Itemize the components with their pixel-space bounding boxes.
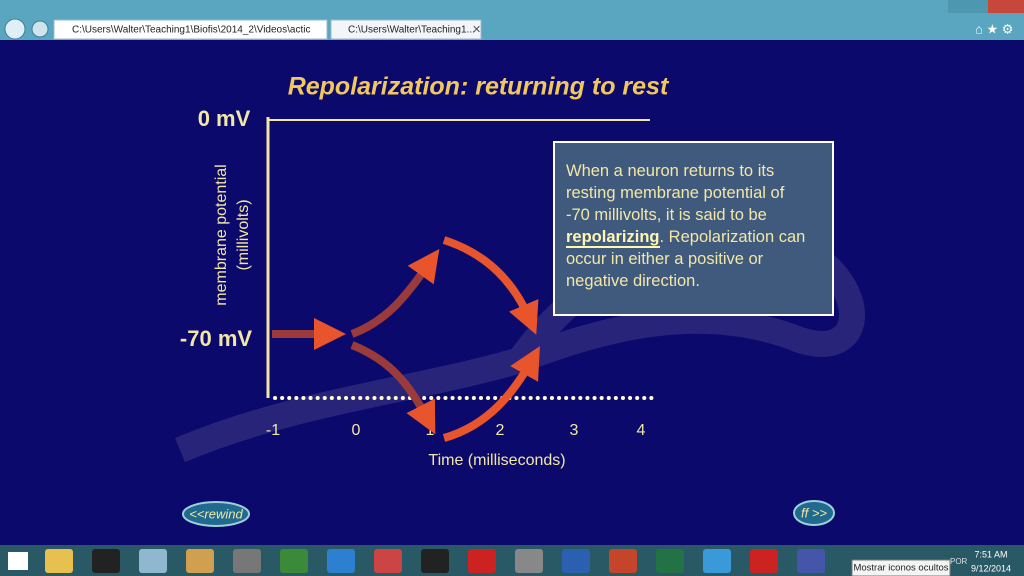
rewind-button[interactable] <box>182 501 250 527</box>
x-axis-title: Time (milliseconds) <box>428 452 565 469</box>
back-button[interactable] <box>4 18 26 40</box>
close[interactable] <box>988 0 1024 13</box>
clock-time: 7:51 AM <box>974 549 1007 559</box>
address-text: C:\Users\Walter\Teaching1\Biofis\2014_2\… <box>72 25 310 36</box>
info-line: resting membrane potential of <box>566 184 785 202</box>
restore[interactable] <box>968 0 988 13</box>
arrow <box>442 346 540 442</box>
start-button[interactable] <box>8 552 28 570</box>
ff-text[interactable]: ff >> <box>801 505 827 520</box>
taskbar-app[interactable] <box>703 549 731 573</box>
x-tick-label: 0 <box>352 422 361 439</box>
arrow <box>442 236 539 335</box>
lang: POR <box>950 557 968 566</box>
taskbar-app[interactable] <box>280 549 308 573</box>
taskbar-app[interactable] <box>92 549 120 573</box>
taskbar-app[interactable] <box>562 549 590 573</box>
x-tick-label: 1 <box>426 422 435 439</box>
info-line: When a neuron returns to its <box>566 162 775 180</box>
info-text: When a neuron returns to its resting mem… <box>566 160 832 292</box>
taskbar-app[interactable] <box>515 549 543 573</box>
x-tick-label: -1 <box>266 422 280 439</box>
rest-label: -70 mV <box>180 326 252 351</box>
taskbar-app[interactable] <box>233 549 261 573</box>
x-tick-label: 3 <box>570 422 579 439</box>
address-bar[interactable] <box>53 19 328 40</box>
tooltip-text: Mostrar iconos ocultos <box>853 563 948 574</box>
rewind-text[interactable]: <<rewind <box>189 506 243 521</box>
minimize[interactable] <box>948 0 968 13</box>
forward-button[interactable] <box>31 20 49 38</box>
toolbar-icons[interactable]: ⌂ ★ ⚙ <box>975 21 1013 36</box>
slide-title: Repolarization: returning to rest <box>288 73 670 101</box>
tab[interactable] <box>330 19 482 40</box>
taskbar-app[interactable] <box>797 549 825 573</box>
taskbar-app[interactable] <box>468 549 496 573</box>
tooltip <box>851 559 951 576</box>
clock-date: 9/12/2014 <box>971 563 1011 573</box>
taskbar-app[interactable] <box>750 549 778 573</box>
taskbar-app[interactable] <box>374 549 402 573</box>
y-axis-title: (millivolts) <box>235 199 252 270</box>
tab-text: C:\Users\Walter\Teaching1... <box>348 25 475 36</box>
x-tick-label: 2 <box>496 422 505 439</box>
info-line: repolarizing. Repolarization can <box>566 226 832 248</box>
x-tick-label: 4 <box>637 422 646 439</box>
arrow <box>350 341 436 435</box>
taskbar-app[interactable] <box>327 549 355 573</box>
taskbar-app[interactable] <box>656 549 684 573</box>
info-box <box>553 141 834 316</box>
arrows <box>272 236 540 442</box>
tab-close[interactable]: ✕ <box>472 24 481 36</box>
taskbar-app[interactable] <box>186 549 214 573</box>
info-line: -70 millivolts, it is said to be <box>566 206 767 224</box>
taskbar-app[interactable] <box>421 549 449 573</box>
taskbar-app[interactable] <box>609 549 637 573</box>
y-axis-title: membrane potential <box>213 164 230 305</box>
ff-button[interactable] <box>793 500 835 526</box>
emphasis: repolarizing <box>566 228 660 248</box>
info-text-part: . Repolarization can <box>659 228 806 246</box>
info-line: negative direction. <box>566 272 700 290</box>
taskbar-app[interactable] <box>45 549 73 573</box>
arrow <box>350 248 440 338</box>
info-line: occur in either a positive or <box>566 250 764 268</box>
taskbar-app[interactable] <box>139 549 167 573</box>
zero-label: 0 mV <box>198 106 251 131</box>
